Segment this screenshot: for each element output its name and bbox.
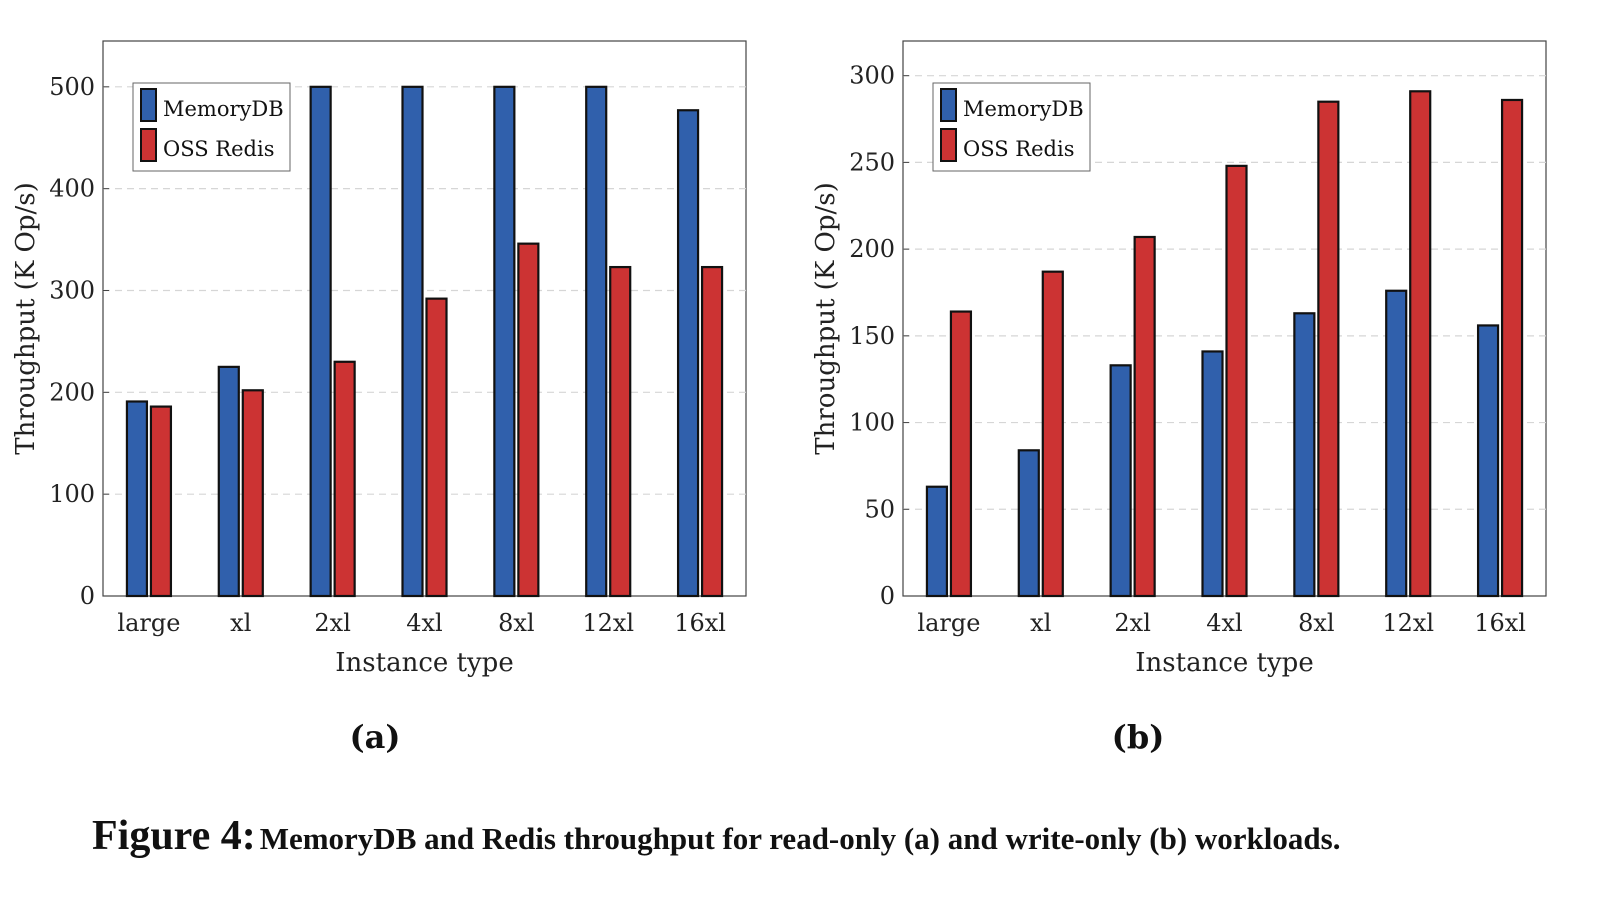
chart-b: 0 50 100 150 200 250 300 large xl 2xl 4xl 8xl 12xl 16… <box>811 40 1547 678</box>
bar-oss-redis <box>1500 98 1524 598</box>
x-axis-label: Instance type <box>1135 648 1313 678</box>
x-tick-label: 4xl <box>1206 609 1242 637</box>
y-tick-label: 0 <box>880 582 895 610</box>
x-tick-label: 16xl <box>674 609 726 637</box>
x-tick-label: 12xl <box>582 609 634 637</box>
y-tick-label: 250 <box>849 148 895 176</box>
bar-oss-redis <box>700 265 724 598</box>
y-tick-label: 100 <box>849 409 895 437</box>
legend-swatch-oss-redis <box>140 128 157 162</box>
panel-label-a: (a) <box>349 718 401 756</box>
y-tick-label: 100 <box>49 480 95 508</box>
y-tick-label: 50 <box>864 495 895 523</box>
x-tick-label: xl <box>230 609 251 637</box>
y-tick-label: 500 <box>49 73 95 101</box>
x-tick-label: large <box>917 609 980 637</box>
bar-oss-redis <box>425 297 448 598</box>
x-tick-label: xl <box>1030 609 1051 637</box>
legend-swatch-oss-redis <box>940 128 957 162</box>
legend <box>932 82 1091 172</box>
bar-oss-redis <box>333 360 356 598</box>
x-tick-label: large <box>117 609 180 637</box>
legend-swatch-memorydb <box>940 88 957 122</box>
bar-memorydb <box>1293 312 1316 598</box>
caption-text: MemoryDB and Redis throughput for read-o… <box>259 821 1341 856</box>
bar-memorydb <box>309 85 332 598</box>
bar-memorydb <box>125 400 149 598</box>
bar-oss-redis <box>1225 164 1248 598</box>
bar-oss-redis <box>949 310 973 598</box>
bar-memorydb <box>217 365 240 598</box>
bar-memorydb <box>585 85 608 598</box>
bar-oss-redis <box>609 265 632 598</box>
y-tick-label: 0 <box>80 582 95 610</box>
x-tick-label: 4xl <box>406 609 442 637</box>
chart-a: 0 100 200 300 400 500 large xl 2xl 4xl 8xl 12xl 16xl… <box>11 40 747 678</box>
bar-oss-redis <box>1409 90 1432 598</box>
legend-swatch-memorydb <box>140 88 157 122</box>
y-tick-label: 150 <box>849 322 895 350</box>
caption-number: Figure 4: <box>92 813 256 859</box>
bar-memorydb <box>401 85 424 598</box>
y-tick-label: 300 <box>849 62 895 90</box>
y-tick-label: 300 <box>49 276 95 304</box>
bar-oss-redis <box>1041 270 1064 598</box>
bar-memorydb <box>1476 324 1500 598</box>
x-tick-label: 2xl <box>1114 609 1150 637</box>
x-tick-label: 12xl <box>1382 609 1434 637</box>
bar-oss-redis <box>241 389 264 598</box>
legend-label-memorydb: MemoryDB <box>163 97 284 121</box>
figure-caption: Figure 4: MemoryDB and Redis throughput … <box>92 812 1340 860</box>
legend <box>132 82 291 172</box>
bar-oss-redis <box>517 242 540 598</box>
y-tick-label: 200 <box>849 235 895 263</box>
bar-memorydb <box>1385 289 1408 598</box>
bar-oss-redis <box>1317 100 1340 598</box>
y-axis-label: Throughput (K Op/s) <box>811 182 841 454</box>
panel-label-b: (b) <box>1111 718 1165 756</box>
x-axis-label: Instance type <box>335 648 513 678</box>
legend-label-oss-redis: OSS Redis <box>963 137 1074 161</box>
legend-label-oss-redis: OSS Redis <box>163 137 274 161</box>
bar-memorydb <box>1017 449 1040 598</box>
bar-memorydb <box>493 85 516 598</box>
x-tick-label: 8xl <box>1298 609 1334 637</box>
y-axis-label: Throughput (K Op/s) <box>11 182 41 454</box>
y-tick-label: 400 <box>49 175 95 203</box>
x-tick-label: 16xl <box>1474 609 1526 637</box>
x-tick-label: 2xl <box>314 609 350 637</box>
bar-memorydb <box>925 485 949 598</box>
bar-memorydb <box>676 109 700 598</box>
x-tick-label: 8xl <box>498 609 534 637</box>
bar-oss-redis <box>1133 235 1156 598</box>
legend-label-memorydb: MemoryDB <box>963 97 1084 121</box>
bar-memorydb <box>1201 350 1224 598</box>
bar-memorydb <box>1109 364 1132 598</box>
bar-oss-redis <box>149 405 173 598</box>
y-tick-label: 200 <box>49 378 95 406</box>
